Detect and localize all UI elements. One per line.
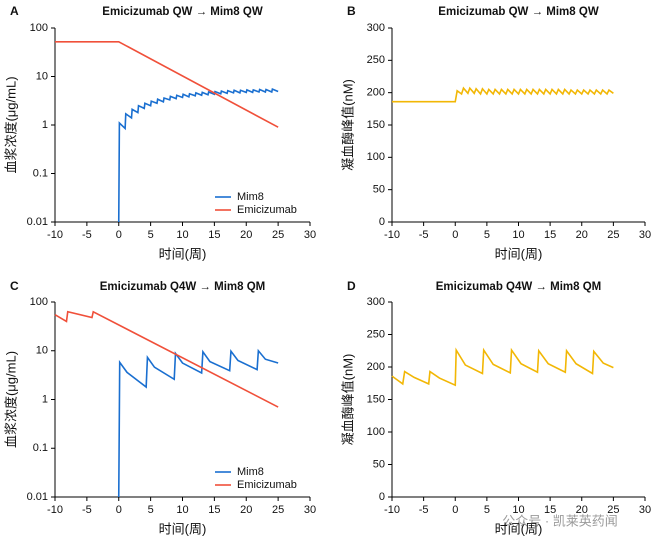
data-line <box>117 87 279 223</box>
x-tick-label: 25 <box>607 229 619 241</box>
y-tick-label: 0.1 <box>33 167 48 179</box>
x-tick-label: -5 <box>419 504 429 516</box>
y-tick-label: 0 <box>379 491 385 503</box>
panel-letter: C <box>10 279 19 293</box>
y-tick-label: 10 <box>36 70 48 82</box>
x-tick-label: 15 <box>208 229 220 241</box>
legend-label: Emicizumab <box>237 204 297 216</box>
x-tick-label: 0 <box>116 504 122 516</box>
x-axis-label: 时间(周) <box>159 521 207 536</box>
y-tick-label: 100 <box>30 296 48 308</box>
legend-label: Mim8 <box>237 466 264 478</box>
x-tick-label: -5 <box>419 229 429 241</box>
y-tick-label: 300 <box>367 22 385 34</box>
y-tick-label: 0.1 <box>33 442 48 454</box>
panel-letter: D <box>347 279 356 293</box>
chart-title: Emicizumab QW → Mim8 QW <box>102 6 263 18</box>
x-tick-label: -10 <box>47 229 63 241</box>
y-tick-label: 1 <box>42 393 48 405</box>
x-tick-label: 30 <box>304 504 316 516</box>
x-tick-label: -10 <box>47 504 63 516</box>
x-tick-label: -5 <box>82 504 92 516</box>
x-tick-label: 0 <box>116 229 122 241</box>
y-tick-label: 150 <box>367 119 385 131</box>
legend-label: Emicizumab <box>237 479 297 491</box>
x-tick-label: 15 <box>208 504 220 516</box>
y-tick-label: 0 <box>379 216 385 228</box>
y-tick-label: 100 <box>367 151 385 163</box>
y-tick-label: 10 <box>36 345 48 357</box>
x-tick-label: 25 <box>272 229 284 241</box>
x-tick-label: 10 <box>512 504 524 516</box>
x-tick-label: -10 <box>384 229 400 241</box>
x-tick-label: 30 <box>304 229 316 241</box>
chart-title: Emicizumab Q4W → Mim8 QM <box>100 281 266 293</box>
y-axis-label: 血浆浓度(μg/mL) <box>3 76 18 173</box>
x-tick-label: 10 <box>512 229 524 241</box>
y-axis-label: 血浆浓度(μg/mL) <box>3 351 18 448</box>
x-axis-label: 时间(周) <box>159 246 207 261</box>
x-tick-label: -10 <box>384 504 400 516</box>
x-tick-label: 5 <box>148 229 154 241</box>
x-tick-label: 10 <box>176 504 188 516</box>
y-tick-label: 200 <box>367 87 385 99</box>
panel-letter: A <box>10 4 19 18</box>
x-tick-label: 5 <box>484 504 490 516</box>
x-tick-label: 20 <box>240 229 252 241</box>
data-line <box>117 348 279 498</box>
x-tick-label: 10 <box>176 229 188 241</box>
y-axis-label: 凝血酶峰值(nM) <box>340 79 355 171</box>
data-line <box>391 347 614 387</box>
x-tick-label: 30 <box>639 504 651 516</box>
legend-label: Mim8 <box>237 191 264 203</box>
y-tick-label: 100 <box>30 22 48 34</box>
x-tick-label: 5 <box>148 504 154 516</box>
watermark: 公众号 · 凯莱英药闻 <box>502 513 618 528</box>
data-line <box>54 310 279 408</box>
y-tick-label: 50 <box>373 184 385 196</box>
y-tick-label: 1 <box>42 119 48 131</box>
y-tick-label: 300 <box>367 296 385 308</box>
x-tick-label: 20 <box>240 504 252 516</box>
y-tick-label: 100 <box>367 426 385 438</box>
x-tick-label: 0 <box>452 229 458 241</box>
x-tick-label: 15 <box>544 229 556 241</box>
y-tick-label: 250 <box>367 328 385 340</box>
x-tick-label: -5 <box>82 229 92 241</box>
y-tick-label: 50 <box>373 458 385 470</box>
y-tick-label: 250 <box>367 54 385 66</box>
x-tick-label: 15 <box>544 504 556 516</box>
data-line <box>55 40 279 128</box>
chart-title: Emicizumab Q4W → Mim8 QM <box>436 281 602 293</box>
x-tick-label: 5 <box>484 229 490 241</box>
data-line <box>392 86 614 103</box>
y-tick-label: 200 <box>367 361 385 373</box>
y-tick-label: 0.01 <box>27 491 48 503</box>
y-tick-label: 150 <box>367 393 385 405</box>
y-tick-label: 0.01 <box>27 216 48 228</box>
x-tick-label: 20 <box>576 229 588 241</box>
chart-title: Emicizumab QW → Mim8 QW <box>438 6 599 18</box>
panel-letter: B <box>347 4 356 18</box>
x-tick-label: 30 <box>639 229 651 241</box>
x-tick-label: 25 <box>607 504 619 516</box>
x-tick-label: 0 <box>452 504 458 516</box>
x-axis-label: 时间(周) <box>495 246 543 261</box>
x-axis-label: 时间(周) <box>495 521 543 536</box>
x-tick-label: 20 <box>576 504 588 516</box>
y-axis-label: 凝血酶峰值(nM) <box>340 354 355 446</box>
x-tick-label: 25 <box>272 504 284 516</box>
